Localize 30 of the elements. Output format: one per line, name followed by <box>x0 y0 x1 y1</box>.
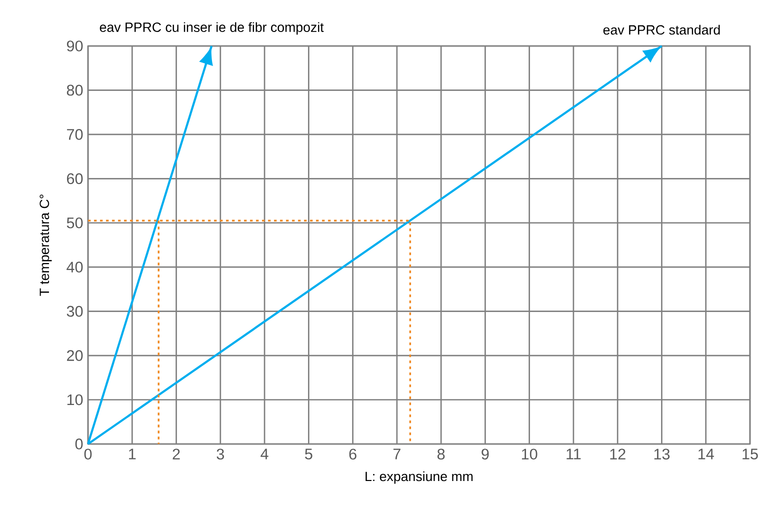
x-tick-label: 14 <box>698 448 714 460</box>
x-tick-label: 11 <box>566 448 581 460</box>
y-tick-label: 30 <box>66 306 83 317</box>
x-tick-label: 7 <box>393 448 400 460</box>
x-tick-label: 8 <box>437 448 445 460</box>
x-tick-label: 5 <box>305 448 312 460</box>
x-tick-label: 2 <box>172 448 180 460</box>
series-label: eav PPRC standard <box>603 24 720 35</box>
y-tick-label: 50 <box>66 217 83 228</box>
y-tick-label: 20 <box>67 350 83 361</box>
y-tick-label: 40 <box>66 262 83 273</box>
series-label: eav PPRC cu inser ie de fibr compozit <box>100 22 324 35</box>
y-tick-label: 70 <box>67 129 83 140</box>
x-tick-label: 3 <box>216 448 224 460</box>
x-tick-label: 1 <box>129 448 136 460</box>
y-tick-label: 80 <box>66 84 83 96</box>
x-tick-label: 0 <box>84 448 92 460</box>
x-tick-label: 12 <box>610 448 626 460</box>
x-tick-label: 13 <box>654 448 670 460</box>
y-tick-label: 90 <box>66 40 83 52</box>
y-axis-title: T temperatura C° <box>40 194 52 296</box>
x-tick-label: 10 <box>522 448 538 460</box>
x-tick-label: 15 <box>742 448 758 460</box>
x-axis-title: L: expansiune mm <box>366 471 473 484</box>
x-tick-label: 9 <box>482 448 489 460</box>
y-tick-label: 0 <box>75 438 83 450</box>
x-tick-label: 6 <box>349 448 356 460</box>
x-tick-label: 4 <box>260 448 268 460</box>
y-tick-label: 10 <box>67 394 83 406</box>
y-tick-label: 60 <box>67 173 83 184</box>
